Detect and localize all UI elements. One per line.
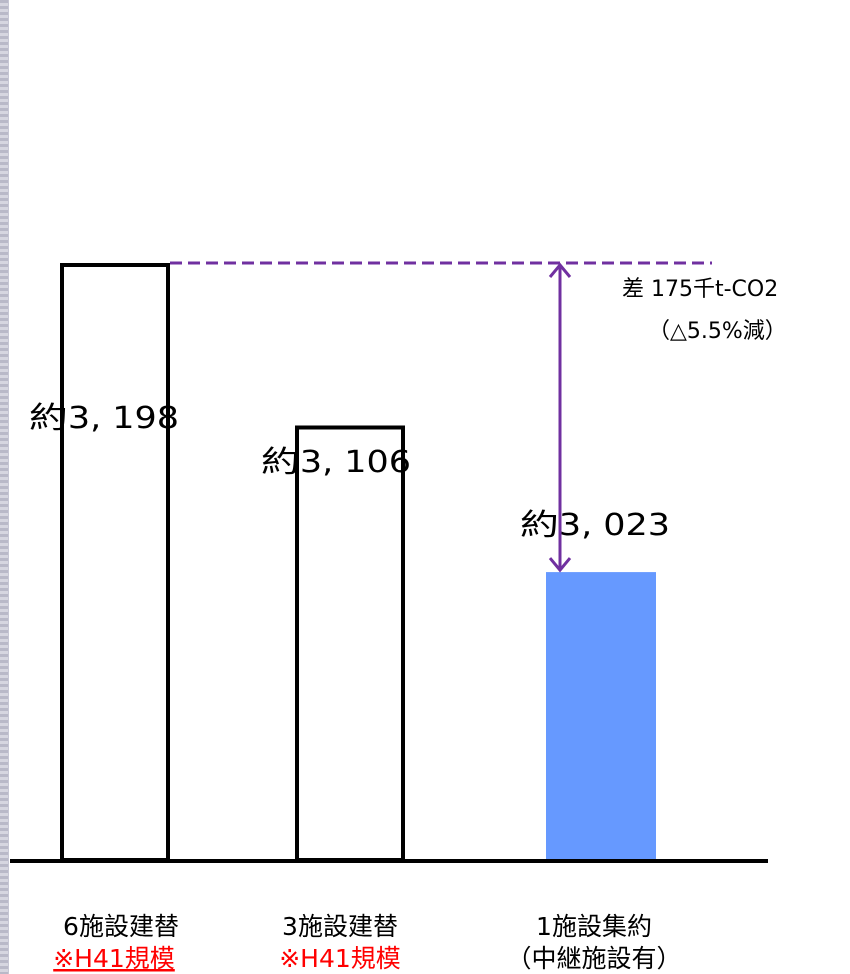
- left-edge-border: [0, 0, 9, 974]
- bars-group: [60, 263, 656, 862]
- value-labels-group: 約3, 198 約3, 106 約3, 023: [29, 401, 670, 543]
- category-labels-group: 6施設建替 3施設建替 1施設集約 ※H41規模 ※H41規模 （中継施設有）: [53, 912, 681, 973]
- bar-value-label: 約3, 106: [261, 445, 411, 480]
- bar-value-label: 約3, 198: [29, 401, 179, 436]
- category-note: ※H41規模: [279, 944, 401, 973]
- arrow-head-top: [548, 262, 572, 278]
- category-note: ※H41規模: [53, 944, 175, 973]
- difference-label: 差 175千t-CO2: [622, 277, 778, 302]
- bar-3: [546, 572, 656, 860]
- category-label: 6施設建替: [63, 912, 179, 941]
- category-label: 1施設集約: [536, 912, 652, 941]
- arrow-head-bottom: [548, 557, 572, 573]
- category-note: （中継施設有）: [506, 944, 681, 973]
- difference-arrow: [548, 262, 572, 573]
- bar-2: [295, 425, 405, 862]
- category-label: 3施設建替: [282, 912, 398, 941]
- difference-percent-label: （△5.5%減）: [648, 319, 787, 344]
- bar-value-label: 約3, 023: [520, 508, 670, 543]
- bar-1: [60, 263, 170, 862]
